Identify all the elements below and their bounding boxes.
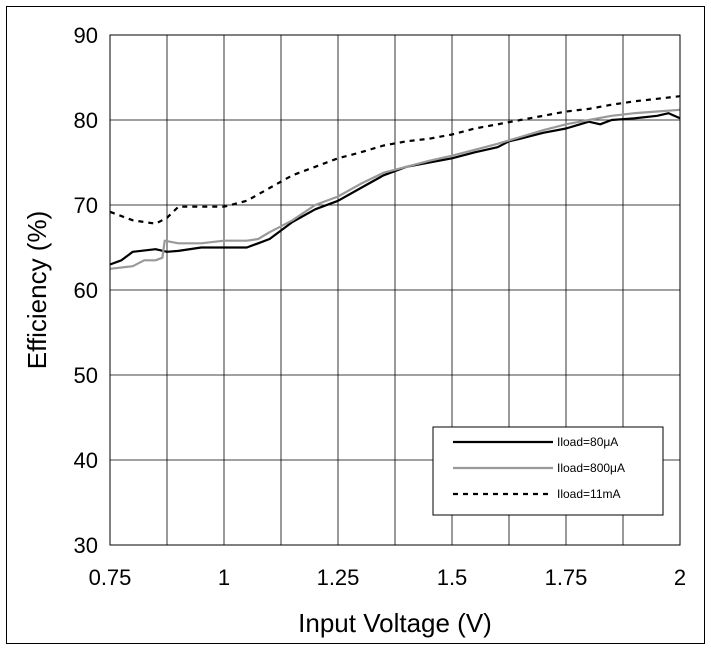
y-tick-label: 90 <box>74 23 98 48</box>
plot-border <box>109 34 681 546</box>
y-tick-label: 60 <box>74 278 98 303</box>
series-line-1 <box>109 112 681 266</box>
y-tick-label: 40 <box>74 448 98 473</box>
y-tick-label: 70 <box>74 193 98 218</box>
legend-box <box>432 426 664 516</box>
series-line-2 <box>109 108 681 270</box>
y-tick-label: 50 <box>74 363 98 388</box>
series-lines <box>109 95 681 270</box>
y-tick-labels: 30 40 50 60 70 80 90 <box>74 23 98 558</box>
x-tick-label: 1.75 <box>545 565 588 590</box>
y-tick-label: 80 <box>74 108 98 133</box>
y-tick-label: 30 <box>74 533 98 558</box>
legend-label-3: Iload=11mA <box>557 487 621 501</box>
x-tick-label: 1.25 <box>317 565 360 590</box>
x-axis-label: Input Voltage (V) <box>298 608 492 638</box>
x-tick-label: 2 <box>674 565 686 590</box>
series-line-3 <box>109 95 681 225</box>
chart-frame <box>6 6 705 644</box>
legend-label-2: Iload=800μA <box>557 461 625 475</box>
legend: Iload=80μA Iload=800μA Iload=11mA <box>432 426 664 516</box>
y-axis-label: Efficiency (%) <box>22 211 52 369</box>
legend-label-1: Iload=80μA <box>557 435 618 449</box>
x-tick-label: 1 <box>218 565 230 590</box>
x-tick-labels: 0.75 1 1.25 1.5 1.75 2 <box>89 565 687 590</box>
x-tick-label: 1.5 <box>437 565 468 590</box>
x-tick-label: 0.75 <box>89 565 132 590</box>
